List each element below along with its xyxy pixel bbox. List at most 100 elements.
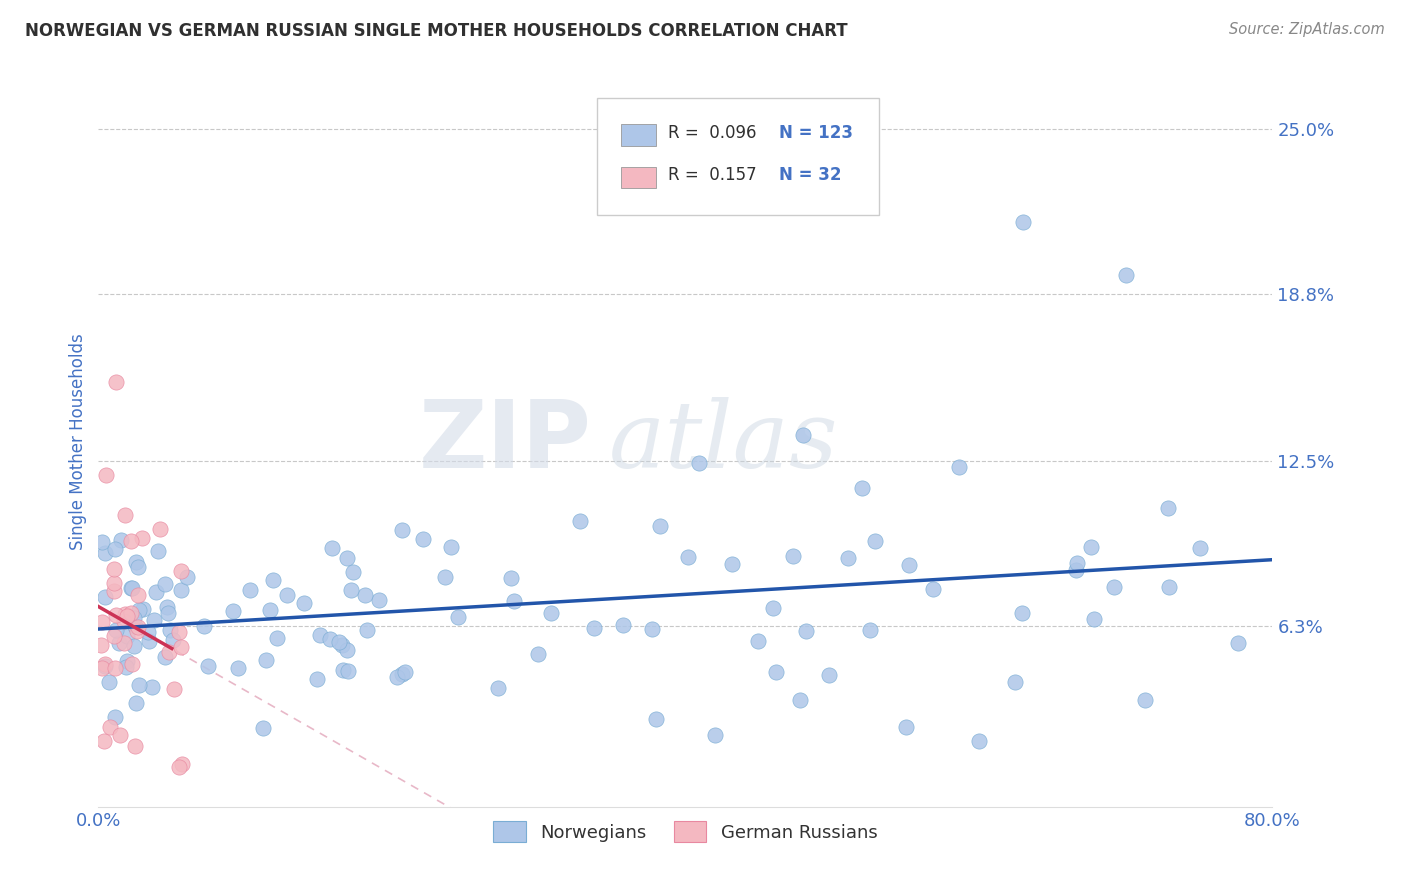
Text: NORWEGIAN VS GERMAN RUSSIAN SINGLE MOTHER HOUSEHOLDS CORRELATION CHART: NORWEGIAN VS GERMAN RUSSIAN SINGLE MOTHE…: [25, 22, 848, 40]
Point: [894, 721, 917, 735]
Point: [337, 665, 360, 679]
Point: [91, 661, 114, 675]
Point: [356, 623, 378, 637]
FancyBboxPatch shape: [621, 167, 657, 188]
Point: [703, 728, 725, 742]
Point: [120, 534, 142, 549]
Point: [127, 559, 149, 574]
Point: [125, 555, 148, 569]
Point: [765, 665, 787, 680]
Point: [762, 600, 785, 615]
Point: [142, 613, 165, 627]
Point: [112, 614, 135, 628]
Point: [318, 632, 340, 646]
Point: [1189, 541, 1212, 556]
Point: [948, 460, 970, 475]
Point: [1080, 540, 1102, 554]
Point: [305, 672, 328, 686]
Point: [259, 603, 281, 617]
Point: [1115, 268, 1137, 283]
Point: [104, 710, 127, 724]
Point: [252, 721, 274, 735]
Point: [254, 653, 277, 667]
Point: [568, 514, 591, 528]
Point: [110, 533, 132, 547]
Point: [157, 645, 180, 659]
Point: [155, 650, 177, 665]
Point: [121, 657, 143, 672]
Point: [94, 657, 117, 671]
Text: N = 32: N = 32: [779, 166, 842, 185]
Point: [1012, 215, 1035, 229]
Point: [676, 550, 699, 565]
Point: [103, 630, 125, 644]
Point: [321, 541, 343, 556]
Point: [167, 760, 190, 774]
Point: [276, 588, 298, 602]
Point: [339, 582, 361, 597]
Point: [124, 619, 146, 633]
Point: [105, 375, 128, 389]
Point: [103, 584, 125, 599]
Point: [612, 618, 634, 632]
Point: [193, 619, 215, 633]
Point: [837, 551, 859, 566]
Point: [145, 584, 167, 599]
Point: [342, 565, 364, 579]
Point: [162, 633, 184, 648]
Point: [125, 696, 148, 710]
Point: [104, 607, 127, 622]
Point: [336, 643, 359, 657]
Point: [131, 531, 153, 545]
Point: [1157, 501, 1180, 516]
Point: [117, 609, 139, 624]
Point: [447, 610, 470, 624]
Point: [336, 550, 359, 565]
Point: [266, 631, 288, 645]
Point: [90, 638, 112, 652]
Point: [120, 606, 142, 620]
Point: [391, 523, 413, 537]
Point: [176, 570, 198, 584]
Point: [818, 668, 841, 682]
Point: [309, 628, 332, 642]
Point: [1157, 581, 1180, 595]
Point: [863, 534, 886, 549]
Point: [94, 658, 117, 673]
Point: [146, 544, 169, 558]
Text: Source: ZipAtlas.com: Source: ZipAtlas.com: [1229, 22, 1385, 37]
Point: [103, 562, 125, 576]
Point: [650, 518, 672, 533]
Point: [794, 624, 817, 638]
Text: ZIP: ZIP: [419, 395, 592, 488]
Point: [170, 640, 193, 654]
Point: [122, 639, 145, 653]
Point: [117, 629, 139, 643]
Point: [138, 634, 160, 648]
Point: [124, 739, 146, 753]
Point: [440, 541, 463, 555]
Point: [922, 582, 945, 596]
Point: [747, 634, 769, 648]
FancyBboxPatch shape: [598, 98, 879, 215]
Y-axis label: Single Mother Households: Single Mother Households: [69, 334, 87, 549]
Point: [120, 581, 142, 595]
FancyBboxPatch shape: [621, 124, 657, 146]
Point: [851, 481, 873, 495]
Point: [112, 636, 135, 650]
Point: [898, 558, 921, 573]
Point: [98, 675, 121, 690]
Point: [127, 624, 149, 639]
Text: atlas: atlas: [609, 397, 838, 486]
Point: [353, 588, 375, 602]
Point: [93, 733, 115, 747]
Point: [105, 623, 128, 637]
Point: [391, 667, 413, 681]
Point: [859, 623, 882, 637]
Point: [503, 593, 526, 607]
Point: [1083, 612, 1105, 626]
Point: [501, 571, 523, 585]
Point: [792, 428, 814, 442]
Point: [1004, 675, 1026, 690]
Point: [115, 654, 138, 668]
